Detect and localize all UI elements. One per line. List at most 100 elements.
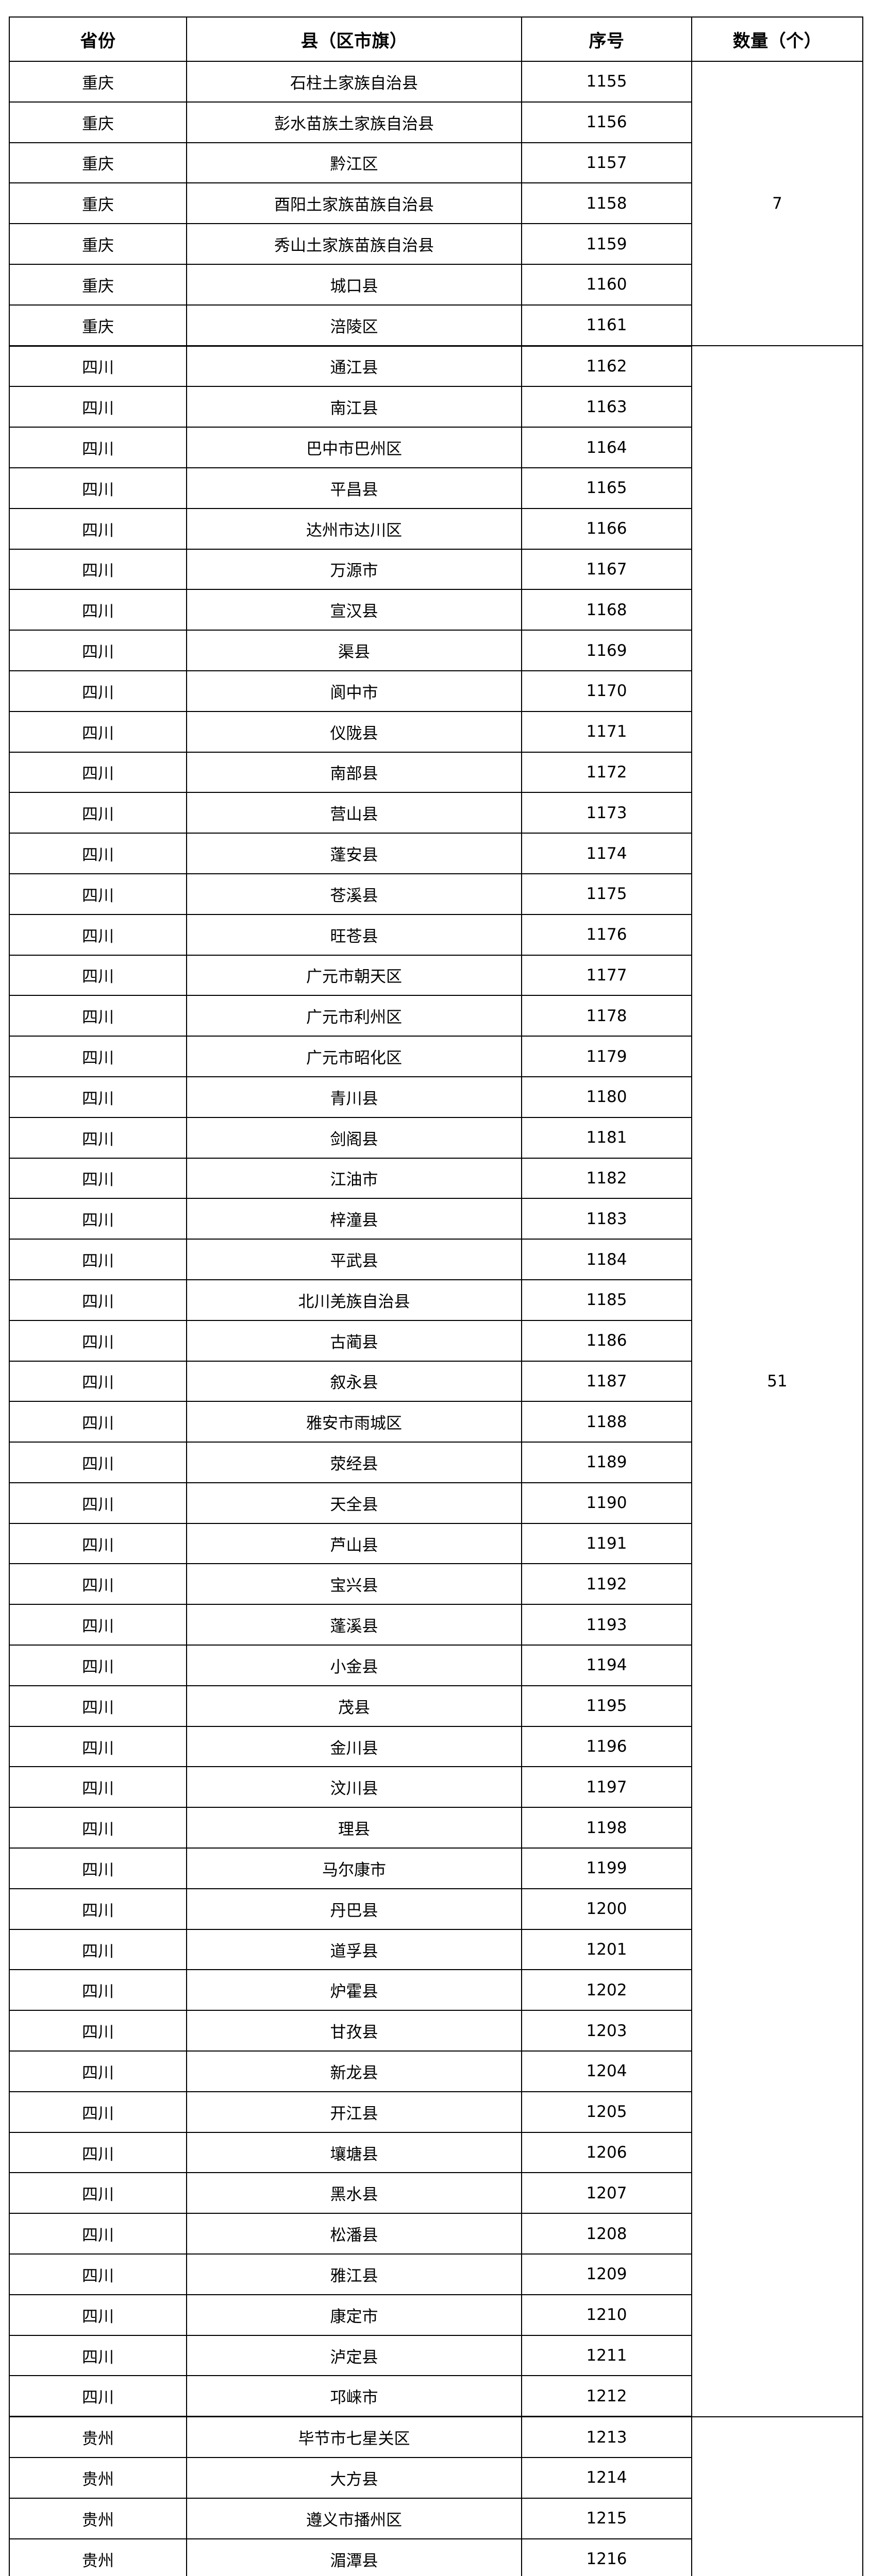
cell-county: 小金县	[186, 1645, 522, 1686]
cell-province: 重庆	[9, 101, 187, 143]
cell-sequence: 1201	[521, 1928, 692, 1971]
cell-province: 四川	[9, 345, 187, 387]
cell-province: 四川	[9, 995, 187, 1037]
cell-province: 贵州	[9, 2416, 187, 2459]
cell-sequence: 1167	[521, 548, 692, 590]
table-row: 四川 雅江县 1209	[9, 2253, 863, 2295]
table-row: 四川 平昌县 1165	[9, 467, 863, 509]
cell-province: 四川	[9, 1645, 187, 1686]
table-row: 四川 梓潼县 1183	[9, 1198, 863, 1240]
table-row: 重庆 秀山土家族苗族自治县 1159	[9, 223, 863, 265]
cell-province: 四川	[9, 2091, 187, 2133]
table-row: 四川 达州市达川区 1166	[9, 507, 863, 550]
cell-province: 四川	[9, 2131, 187, 2174]
cell-county: 黔江区	[186, 142, 522, 184]
column-header-county: 县（区市旗）	[186, 16, 522, 62]
cell-county: 巴中市巴州区	[186, 427, 522, 468]
cell-province: 四川	[9, 2010, 187, 2052]
cell-sequence: 1164	[521, 427, 692, 468]
table-row: 四川 新龙县 1204	[9, 2050, 863, 2092]
cell-province: 四川	[9, 1604, 187, 1646]
cell-sequence: 1160	[521, 263, 692, 306]
cell-county: 万源市	[186, 548, 522, 590]
cell-county: 蓬溪县	[186, 1604, 522, 1646]
cell-group-count: 19	[691, 2416, 863, 2576]
cell-sequence: 1212	[521, 2375, 692, 2418]
cell-county: 松潘县	[186, 2213, 522, 2255]
cell-county: 荥经县	[186, 1442, 522, 1483]
table-row: 四川 康定市 1210	[9, 2294, 863, 2336]
cell-county: 炉霍县	[186, 1969, 522, 2011]
cell-sequence: 1196	[521, 1725, 692, 1768]
cell-province: 四川	[9, 1928, 187, 1971]
cell-sequence: 1166	[521, 507, 692, 550]
cell-province: 四川	[9, 2334, 187, 2377]
table-row: 四川 泸定县 1211	[9, 2334, 863, 2377]
table-row: 四川 荥经县 1189	[9, 1442, 863, 1483]
table-row: 四川 雅安市雨城区 1188	[9, 1401, 863, 1443]
cell-province: 四川	[9, 2375, 187, 2418]
cell-county: 丹巴县	[186, 1888, 522, 1930]
cell-province: 重庆	[9, 263, 187, 306]
cell-county: 仪陇县	[186, 710, 522, 753]
table-row: 四川 茂县 1195	[9, 1685, 863, 1727]
column-header-count: 数量（个）	[691, 16, 863, 62]
table-row: 重庆 酉阳土家族苗族自治县 1158	[9, 182, 863, 225]
table-row: 四川 叙永县 1187	[9, 1360, 863, 1402]
cell-sequence: 1189	[521, 1442, 692, 1483]
cell-province: 重庆	[9, 223, 187, 265]
table-row: 四川 营山县 1173	[9, 792, 863, 834]
cell-sequence: 1176	[521, 913, 692, 956]
cell-county: 彭水苗族土家族自治县	[186, 101, 522, 143]
table-row: 四川 旺苍县 1176	[9, 913, 863, 956]
table-row: 四川 平武县 1184	[9, 1239, 863, 1280]
table-row: 四川 金川县 1196	[9, 1725, 863, 1768]
table-row: 四川 南江县 1163	[9, 386, 863, 428]
table-row: 四川 青川县 1180	[9, 1076, 863, 1118]
cell-sequence: 1165	[521, 467, 692, 509]
table-row: 四川 松潘县 1208	[9, 2213, 863, 2255]
cell-sequence: 1159	[521, 223, 692, 265]
cell-county: 芦山县	[186, 1522, 522, 1565]
cell-sequence: 1187	[521, 1360, 692, 1402]
cell-province: 四川	[9, 507, 187, 550]
table-row: 四川 通江县 1162 51	[9, 345, 863, 2417]
cell-county: 古蔺县	[186, 1319, 522, 1362]
cell-province: 四川	[9, 386, 187, 428]
cell-province: 四川	[9, 1807, 187, 1849]
cell-sequence: 1188	[521, 1401, 692, 1443]
cell-sequence: 1214	[521, 2457, 692, 2499]
cell-province: 四川	[9, 833, 187, 874]
cell-sequence: 1199	[521, 1848, 692, 1889]
table-row: 贵州毕节市七星关区121319	[9, 2416, 863, 2576]
cell-sequence: 1215	[521, 2497, 692, 2539]
cell-sequence: 1213	[521, 2416, 692, 2459]
cell-county: 广元市利州区	[186, 995, 522, 1037]
cell-county: 蓬安县	[186, 833, 522, 874]
cell-province: 四川	[9, 2294, 187, 2336]
cell-province: 贵州	[9, 2457, 187, 2499]
table-header: 省份 县（区市旗） 序号 数量（个）	[9, 16, 863, 62]
cell-county: 新龙县	[186, 2050, 522, 2092]
cell-sequence: 1170	[521, 670, 692, 712]
table-row: 四川 天全县 1190	[9, 1482, 863, 1524]
cell-sequence: 1183	[521, 1198, 692, 1240]
cell-county: 广元市昭化区	[186, 1036, 522, 1077]
cell-province: 四川	[9, 873, 187, 915]
cell-sequence: 1178	[521, 995, 692, 1037]
cell-sequence: 1171	[521, 710, 692, 753]
cell-county: 营山县	[186, 792, 522, 834]
table-row: 重庆 涪陵区 1161	[9, 304, 863, 347]
cell-county: 石柱土家族自治县	[186, 61, 522, 103]
cell-province: 四川	[9, 1442, 187, 1483]
cell-province: 四川	[9, 1076, 187, 1118]
cell-province: 四川	[9, 1685, 187, 1727]
table-row: 四川 蓬安县 1174	[9, 833, 863, 874]
cell-province: 四川	[9, 1848, 187, 1889]
county-quota-table-container: 省份 县（区市旗） 序号 数量（个） 重庆 石柱土家族自治县 1155 7 重庆 彭水苗族…	[9, 16, 863, 2576]
table-row: 四川 小金县 1194	[9, 1645, 863, 1686]
cell-county: 马尔康市	[186, 1848, 522, 1889]
cell-province: 四川	[9, 1198, 187, 1240]
cell-sequence: 1161	[521, 304, 692, 347]
cell-sequence: 1173	[521, 792, 692, 834]
